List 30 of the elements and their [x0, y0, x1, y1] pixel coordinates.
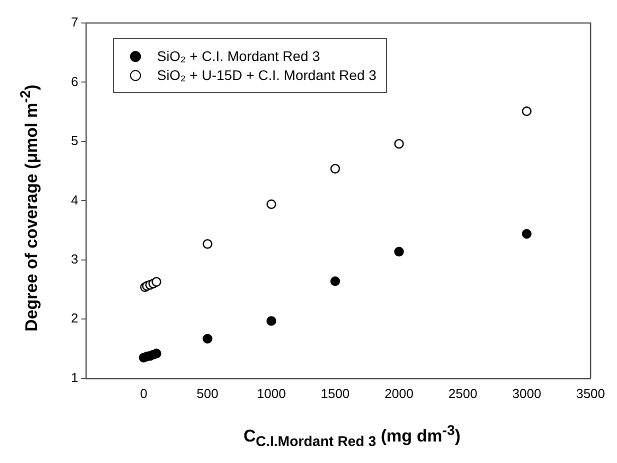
x-tick-label: 1000 — [256, 386, 286, 401]
y-tick-label: 7 — [70, 14, 78, 30]
x-axis-title: C$_{C.I.Mordant Red 3}$ (mg dm$^{-3}$) — [242, 423, 462, 450]
point — [152, 348, 162, 358]
x-tick-label: 3000 — [512, 386, 542, 401]
x-tick-label: 1500 — [320, 386, 350, 401]
legend-label: SiO₂ + C.I. Mordant Red 3 — [157, 48, 320, 64]
y-tick-label: 3 — [70, 252, 78, 267]
point — [394, 138, 404, 149]
x-tick-label: 500 — [196, 386, 218, 401]
y-tick-label: 5 — [70, 133, 78, 148]
point — [330, 276, 340, 286]
point — [522, 106, 532, 116]
point — [522, 229, 532, 239]
y-tick-label: 4 — [70, 192, 78, 208]
y-tick-label: 2 — [70, 310, 78, 326]
x-tick-label: 3500 — [576, 386, 605, 401]
point — [202, 239, 212, 249]
x-tick-label: 2000 — [384, 386, 414, 401]
point — [330, 164, 340, 174]
point — [266, 199, 276, 210]
x-tick-label: 0 — [140, 386, 148, 401]
point — [394, 246, 404, 256]
point — [266, 316, 276, 326]
point — [202, 334, 212, 344]
legend-label: SiO₂ + U-15D + C.I. Mordant Red 3 — [157, 67, 376, 83]
y-tick-label: 1 — [70, 370, 78, 385]
point — [152, 277, 162, 287]
y-tick-label: 6 — [70, 74, 78, 89]
x-tick-label: 2500 — [448, 386, 478, 401]
